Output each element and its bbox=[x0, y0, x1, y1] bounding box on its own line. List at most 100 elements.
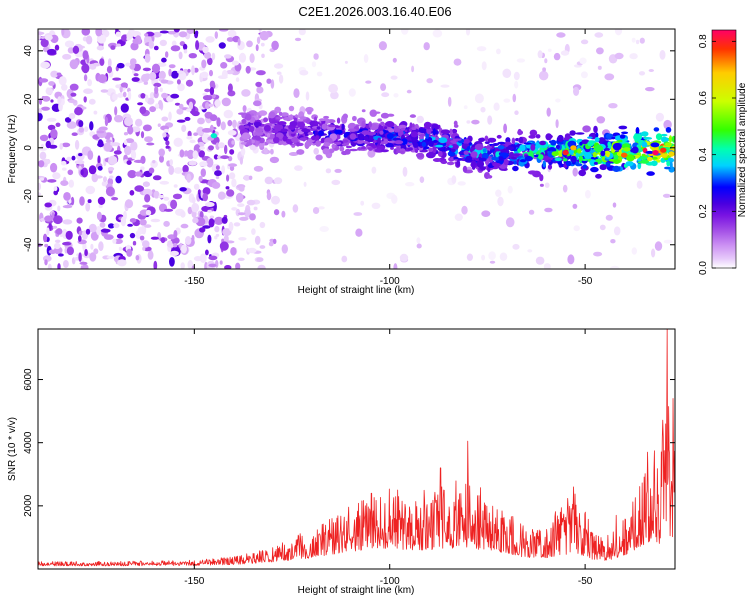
heatmap-cell bbox=[158, 70, 166, 80]
heatmap-cell bbox=[281, 244, 288, 254]
heatmap-cell bbox=[173, 167, 183, 174]
snr-ylabel: SNR (10 * v/v) bbox=[7, 417, 18, 481]
heatmap-cell bbox=[108, 155, 118, 165]
heatmap-cell bbox=[671, 135, 675, 143]
heatmap-cell bbox=[39, 147, 47, 151]
heatmap-cell bbox=[580, 39, 589, 45]
heatmap-cell bbox=[238, 185, 245, 192]
heatmap-cell bbox=[197, 117, 205, 125]
heatmap-cell bbox=[185, 236, 192, 245]
heatmap-cell bbox=[191, 234, 195, 242]
heatmap-cell bbox=[47, 124, 56, 131]
heatmap-cell bbox=[369, 109, 378, 117]
heatmap-cell bbox=[482, 148, 487, 153]
x-tick-label: -150 bbox=[184, 576, 204, 587]
heatmap-cell bbox=[258, 110, 268, 116]
heatmap-cell bbox=[63, 192, 71, 201]
heatmap-cell bbox=[539, 70, 549, 81]
heatmap-cell bbox=[202, 187, 211, 195]
heatmap-cell bbox=[148, 167, 155, 174]
heatmap-cell bbox=[645, 150, 654, 154]
heatmap-cell bbox=[227, 119, 233, 127]
heatmap-cell bbox=[50, 70, 59, 78]
heatmap-cell bbox=[539, 174, 544, 182]
snr-xlabel: Height of straight line (km) bbox=[298, 585, 415, 596]
heatmap-cell bbox=[219, 241, 229, 251]
heatmap-cell bbox=[165, 140, 170, 146]
heatmap-cell bbox=[514, 110, 519, 115]
heatmap-cell bbox=[178, 31, 188, 38]
heatmap-cell bbox=[481, 254, 486, 261]
heatmap-cell bbox=[353, 212, 363, 216]
heatmap-cell bbox=[83, 74, 88, 82]
heatmap-cell bbox=[592, 151, 597, 158]
heatmap-cell bbox=[575, 163, 583, 167]
heatmap-cell bbox=[613, 154, 619, 161]
heatmap-cell bbox=[575, 132, 585, 135]
heatmap-cell bbox=[223, 109, 233, 119]
heatmap-cell bbox=[72, 45, 80, 55]
heatmap-cell bbox=[239, 156, 243, 165]
heatmap-cell bbox=[187, 68, 191, 73]
heatmap-cell bbox=[323, 142, 331, 147]
heatmap-cell bbox=[315, 135, 320, 141]
heatmap-cell bbox=[78, 153, 83, 157]
heatmap-cell bbox=[123, 132, 129, 136]
heatmap-cell bbox=[512, 153, 520, 157]
heatmap-cell bbox=[191, 203, 200, 213]
heatmap-cell bbox=[562, 184, 568, 193]
heatmap-cell bbox=[248, 175, 253, 180]
heatmap-cell bbox=[428, 140, 434, 147]
heatmap-cell bbox=[259, 30, 269, 41]
heatmap-cell bbox=[162, 132, 167, 138]
heatmap-cell bbox=[409, 128, 413, 132]
heatmap-cell bbox=[152, 160, 156, 164]
heatmap-cell bbox=[437, 150, 443, 157]
heatmap-cell bbox=[542, 160, 546, 168]
heatmap-cell bbox=[52, 172, 61, 180]
heatmap-cell bbox=[606, 153, 610, 158]
heatmap-cell bbox=[296, 141, 300, 147]
heatmap-cell bbox=[122, 91, 127, 98]
heatmap-cell bbox=[106, 255, 115, 259]
heatmap-cell bbox=[149, 106, 157, 113]
heatmap-cell bbox=[646, 171, 655, 176]
heatmap-cell bbox=[263, 147, 268, 154]
heatmap-cell bbox=[193, 67, 199, 73]
heatmap-cell bbox=[432, 128, 436, 136]
heatmap-cell bbox=[393, 263, 398, 269]
heatmap-cell bbox=[53, 186, 58, 192]
heatmap-cell bbox=[471, 119, 480, 125]
heatmap-cell bbox=[476, 46, 487, 52]
heatmap-cell bbox=[157, 123, 161, 127]
figure-title: C2E1.2026.003.16.40.E06 bbox=[298, 4, 451, 19]
heatmap-cell bbox=[226, 37, 234, 42]
heatmap-cell bbox=[334, 129, 343, 135]
heatmap-cell bbox=[47, 263, 52, 269]
heatmap-cell bbox=[612, 165, 621, 172]
heatmap-cell bbox=[550, 139, 557, 146]
heatmap-cell bbox=[488, 251, 496, 261]
heatmap-cell bbox=[489, 260, 496, 264]
heatmap-cell bbox=[507, 185, 513, 194]
heatmap-cell bbox=[474, 143, 484, 151]
heatmap-cell bbox=[497, 141, 506, 145]
heatmap-cell bbox=[365, 80, 372, 84]
heatmap-cell bbox=[57, 263, 61, 269]
heatmap-cell bbox=[89, 121, 94, 131]
heatmap-cell bbox=[273, 136, 280, 144]
heatmap-cell bbox=[146, 97, 155, 105]
heatmap-cell bbox=[187, 206, 193, 215]
heatmap-cell bbox=[607, 141, 611, 148]
heatmap-cell bbox=[170, 45, 181, 52]
heatmap-cell bbox=[423, 42, 430, 51]
heatmap-cell bbox=[462, 138, 471, 145]
heatmap-cell bbox=[428, 147, 434, 153]
heatmap-cell bbox=[305, 106, 314, 113]
heatmap-cell bbox=[187, 130, 192, 138]
heatmap-cell bbox=[214, 216, 224, 225]
heatmap-cell bbox=[363, 136, 369, 141]
heatmap-cell bbox=[309, 128, 317, 131]
heatmap-cell bbox=[170, 199, 178, 210]
heatmap-cell bbox=[635, 39, 640, 45]
